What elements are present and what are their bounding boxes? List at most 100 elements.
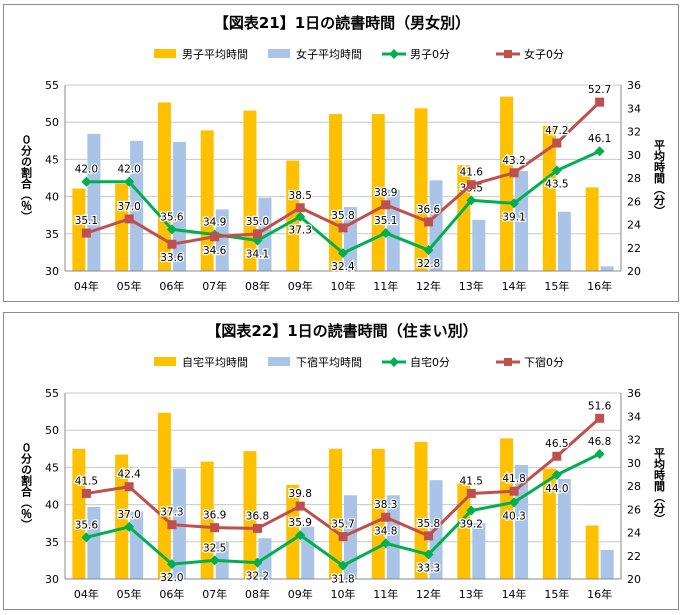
y-axis-title-right: 平均時間（分） — [653, 139, 667, 216]
point-marker — [509, 486, 519, 496]
data-label: 35.0 — [246, 216, 269, 228]
point-marker — [252, 557, 263, 568]
point-marker — [166, 224, 177, 235]
data-label: 38.9 — [374, 187, 397, 199]
point-marker — [594, 146, 605, 157]
x-tick-label: 06年 — [159, 279, 184, 293]
point-marker — [338, 248, 348, 259]
y-tick-label-right: 26 — [627, 503, 641, 516]
legend-label-3: 男子0分 — [410, 48, 450, 61]
bar-secondary — [215, 209, 229, 271]
data-label: 39.8 — [289, 488, 312, 500]
y-tick-label-left: 55 — [45, 387, 59, 400]
data-label: 43.2 — [502, 155, 525, 167]
legend-marker-4 — [504, 358, 512, 366]
point-marker — [209, 555, 220, 566]
data-label: 42.4 — [117, 469, 141, 481]
bar-primary — [500, 438, 514, 579]
data-label: 32.4 — [331, 261, 355, 273]
point-marker — [166, 559, 177, 570]
y-tick-label-left: 40 — [45, 191, 59, 204]
bar-secondary — [557, 479, 571, 579]
x-tick-label: 09年 — [288, 587, 313, 601]
bar-secondary — [172, 141, 186, 271]
x-tick-label: 04年 — [74, 279, 99, 293]
bar-primary — [371, 114, 385, 271]
y-tick-label-right: 20 — [627, 573, 641, 586]
x-tick-label: 13年 — [459, 587, 484, 601]
point-marker — [380, 538, 391, 549]
y-tick-label-right: 34 — [627, 410, 641, 423]
data-label: 35.8 — [417, 518, 440, 530]
bar-primary — [72, 448, 86, 579]
legend-label-2: 女子平均時間 — [296, 47, 362, 61]
y-tick-label-right: 28 — [627, 172, 641, 185]
point-marker — [551, 165, 562, 176]
y-tick-label-right: 24 — [627, 527, 641, 540]
point-marker — [295, 530, 306, 541]
point-marker — [423, 245, 434, 256]
bar-primary — [542, 468, 556, 579]
point-marker — [466, 488, 476, 498]
chart-panel-residence: 【図表22】1日の読書時間（住まい別） 自宅平均時間 下宿平均時間 自宅0分 下宿0分 3… — [3, 312, 679, 610]
x-tick-label: 12年 — [416, 279, 441, 293]
x-tick-label: 14年 — [502, 587, 527, 601]
bar-primary — [585, 187, 599, 271]
x-tick-label: 15年 — [544, 587, 569, 601]
data-label: 32.2 — [246, 571, 269, 583]
point-marker — [509, 497, 520, 508]
data-label: 37.3 — [289, 225, 312, 237]
point-marker — [466, 505, 477, 516]
point-marker — [551, 469, 562, 480]
point-marker — [124, 521, 135, 532]
point-marker — [210, 232, 220, 242]
data-label: 35.1 — [374, 215, 397, 227]
y-tick-label-right: 24 — [627, 219, 641, 232]
x-tick-label: 10年 — [331, 587, 356, 601]
bar-secondary — [472, 219, 486, 271]
y-tick-label-left: 35 — [45, 536, 59, 549]
data-label: 35.6 — [160, 211, 184, 223]
data-label: 39.2 — [460, 519, 483, 531]
bar-secondary — [344, 495, 357, 579]
y-tick-label-right: 32 — [627, 434, 641, 447]
data-label: 38.5 — [289, 190, 312, 202]
legend-swatch-2 — [268, 49, 290, 58]
y-tick-label-left: 55 — [45, 79, 59, 92]
point-marker — [295, 211, 306, 222]
point-marker — [124, 482, 134, 492]
bar-primary — [500, 96, 514, 271]
data-label: 35.1 — [75, 215, 98, 227]
bar-primary — [286, 160, 300, 271]
point-marker — [81, 228, 91, 238]
x-tick-label: 09年 — [288, 279, 313, 293]
x-tick-label: 07年 — [202, 279, 227, 293]
legend-label-4: 女子0分 — [524, 47, 564, 61]
y-tick-label-right: 26 — [627, 195, 641, 208]
legend-swatch-2 — [268, 357, 290, 366]
data-label: 34.8 — [374, 525, 397, 537]
data-label: 46.5 — [545, 438, 568, 450]
point-marker — [509, 168, 519, 178]
x-tick-label: 11年 — [373, 279, 398, 293]
point-marker — [124, 214, 134, 224]
chart-panel-gender: 【図表21】1日の読書時間（男女別） 男子平均時間 女子平均時間 男子0分 女子0分 30… — [3, 4, 679, 302]
point-marker — [81, 532, 92, 543]
x-tick-label: 05年 — [117, 587, 142, 601]
chart-title: 【図表22】1日の読書時間（住まい別） — [206, 322, 477, 340]
y-tick-label-right: 30 — [627, 457, 641, 470]
bar-primary — [157, 412, 171, 579]
data-label: 33.6 — [160, 252, 184, 264]
bar-primary — [542, 125, 556, 271]
legend-label-1: 男子平均時間 — [182, 48, 248, 61]
data-label: 34.1 — [246, 248, 269, 260]
x-tick-label: 08年 — [245, 587, 270, 601]
point-marker — [466, 180, 476, 190]
y-tick-label-right: 20 — [627, 265, 641, 278]
point-marker — [210, 523, 220, 533]
x-tick-label: 11年 — [373, 587, 398, 601]
y-tick-label-right: 36 — [627, 387, 641, 400]
point-marker — [167, 239, 177, 249]
data-label: 41.5 — [460, 475, 483, 487]
bar-secondary — [87, 133, 101, 271]
